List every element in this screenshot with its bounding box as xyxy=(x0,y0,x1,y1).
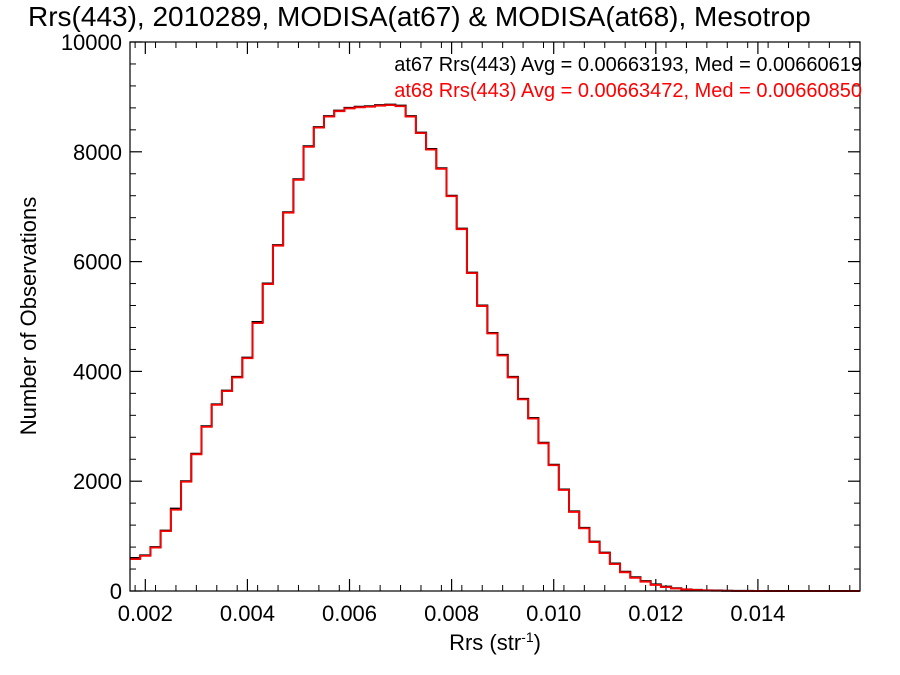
y-axis-label: Number of Observations xyxy=(16,197,41,435)
series-line-1 xyxy=(130,104,860,592)
y-tick-label: 0 xyxy=(110,579,122,604)
x-axis-label: Rrs (str-1) xyxy=(449,629,541,655)
x-axis: 0.002 0.004 0.006 0.008 0.010 0.012 0.014 xyxy=(118,42,851,626)
x-tick-label: 0.002 xyxy=(118,601,173,626)
y-axis: 0 2000 4000 6000 8000 10000 xyxy=(61,30,860,604)
x-tick-label: 0.012 xyxy=(628,601,683,626)
annotation-at68: at68 Rrs(443) Avg = 0.00663472, Med = 0.… xyxy=(394,80,862,102)
x-axis-label-tail: ) xyxy=(534,630,541,655)
y-tick-label: 4000 xyxy=(73,359,122,384)
y-tick-label: 8000 xyxy=(73,140,122,165)
y-tick-label: 2000 xyxy=(73,469,122,494)
y-tick-label: 6000 xyxy=(73,250,122,275)
x-tick-label: 0.010 xyxy=(526,601,581,626)
x-tick-label: 0.004 xyxy=(220,601,275,626)
y-tick-label: 10000 xyxy=(61,30,122,55)
plot-frame xyxy=(129,41,861,592)
x-tick-label: 0.014 xyxy=(730,601,785,626)
plot-series xyxy=(130,103,860,592)
x-tick-label: 0.006 xyxy=(322,601,377,626)
series-line-0 xyxy=(130,103,860,592)
x-tick-label: 0.008 xyxy=(424,601,479,626)
x-axis-label-main: Rrs (str xyxy=(449,630,521,655)
x-axis-label-sup: -1 xyxy=(521,629,534,645)
chart-title: Rrs(443), 2010289, MODISA(at67) & MODISA… xyxy=(28,1,811,32)
annotation-at67: at67 Rrs(443) Avg = 0.00663193, Med = 0.… xyxy=(394,54,862,76)
